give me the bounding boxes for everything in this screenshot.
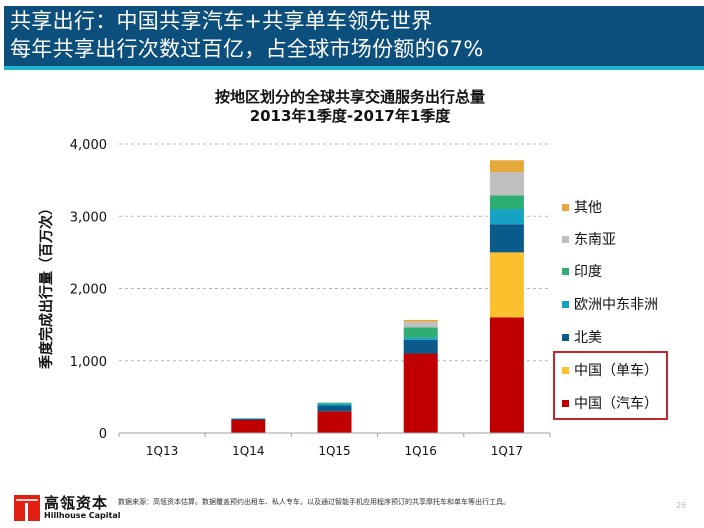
legend-label: 中国（汽车）	[574, 396, 658, 412]
legend-label: 欧洲中东非洲	[574, 297, 658, 313]
chart-title: 按地区划分的全球共享交通服务出行总量	[214, 88, 485, 106]
bar-segment	[403, 319, 438, 322]
legend-swatch	[562, 399, 569, 407]
legend-swatch	[562, 235, 569, 243]
footer-source-note: 数据来源：高瓴资本估算。数据覆盖预约出租车、私人专车，以及通过智能手机应用程序预…	[118, 498, 510, 506]
legend-swatch	[562, 333, 569, 341]
bar-segment	[489, 160, 524, 173]
legend-item: 东南亚	[562, 229, 616, 249]
legend-item: 北美	[562, 327, 602, 347]
legend-item: 印度	[562, 261, 602, 281]
y-tick-label: 2,000	[70, 283, 107, 298]
y-tick-label: 4,000	[70, 138, 107, 153]
bar-segment	[317, 402, 352, 404]
bar-segment	[403, 339, 438, 354]
y-tick-label: 1,000	[70, 355, 107, 370]
slide-header	[4, 6, 704, 66]
legend-highlight-box	[553, 351, 668, 420]
slide-title-line2: 每年共享出行次数过百亿，占全球市场份额的67%	[10, 37, 484, 61]
bar-segment	[489, 172, 524, 196]
bar-segment	[231, 418, 266, 420]
axes: 0 1,000 2,000 3,000 4,000 1Q13 1Q14 1Q15 1Q16 1Q1…	[70, 138, 551, 458]
bar-segment	[489, 209, 524, 225]
bar-segment	[489, 224, 524, 253]
bar-segment	[489, 317, 524, 433]
legend-item: 其他	[562, 197, 602, 217]
legend-item: 欧洲中东非洲	[562, 294, 658, 314]
y-tick-label: 0	[99, 427, 107, 442]
footer-logo-en: Hillhouse Capital	[44, 511, 121, 520]
x-tick-label: 1Q16	[405, 444, 437, 458]
legend-swatch	[562, 366, 569, 374]
bar-segment	[317, 403, 352, 406]
legend-label: 东南亚	[574, 232, 616, 248]
x-tick-label: 1Q17	[491, 444, 523, 458]
bar-segment	[403, 337, 438, 340]
gridlines	[119, 143, 550, 362]
bar-segment	[403, 321, 438, 328]
hillhouse-logo-icon	[14, 495, 40, 521]
bars	[231, 160, 524, 433]
bar-segment	[489, 195, 524, 210]
bar-segment	[317, 411, 352, 433]
bar-segment	[231, 419, 266, 433]
legend-swatch	[562, 267, 569, 275]
footer-logo-cn: 高瓴资本	[44, 494, 109, 512]
bar-segment	[317, 405, 352, 412]
header-accent-stripe	[4, 66, 704, 70]
x-tick-label: 1Q14	[232, 444, 264, 458]
bar-segment	[403, 327, 438, 338]
legend-swatch	[562, 203, 569, 211]
legend-item: 中国（单车）	[562, 360, 658, 380]
slide-title-line1: 共享出行：中国共享汽车+共享单车领先世界	[10, 9, 433, 33]
legend-swatch	[562, 300, 569, 308]
bar-segment	[489, 252, 524, 318]
legend-label: 北美	[574, 330, 602, 346]
legend-label: 中国（单车）	[574, 363, 658, 379]
chart-subtitle: 2013年1季度-2017年1季度	[249, 107, 451, 125]
legend-item: 中国（汽车）	[562, 393, 658, 413]
x-tick-label: 1Q13	[146, 444, 178, 458]
legend-label: 其他	[574, 200, 602, 216]
y-tick-label: 3,000	[70, 210, 107, 225]
x-tick-label: 1Q15	[318, 444, 350, 458]
bar-segment	[403, 353, 438, 433]
legend-label: 印度	[574, 264, 602, 280]
page-number: 26	[676, 501, 687, 510]
